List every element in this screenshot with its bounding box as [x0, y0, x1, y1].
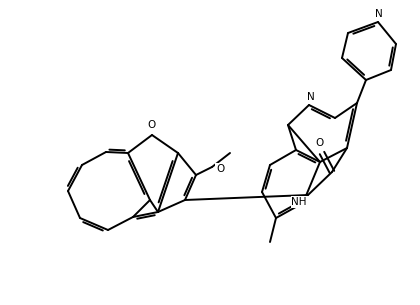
- Text: O: O: [148, 120, 156, 130]
- Text: N: N: [307, 92, 315, 102]
- Text: NH: NH: [291, 197, 307, 207]
- Text: O: O: [216, 164, 224, 174]
- Text: N: N: [375, 9, 383, 19]
- Text: O: O: [316, 138, 324, 148]
